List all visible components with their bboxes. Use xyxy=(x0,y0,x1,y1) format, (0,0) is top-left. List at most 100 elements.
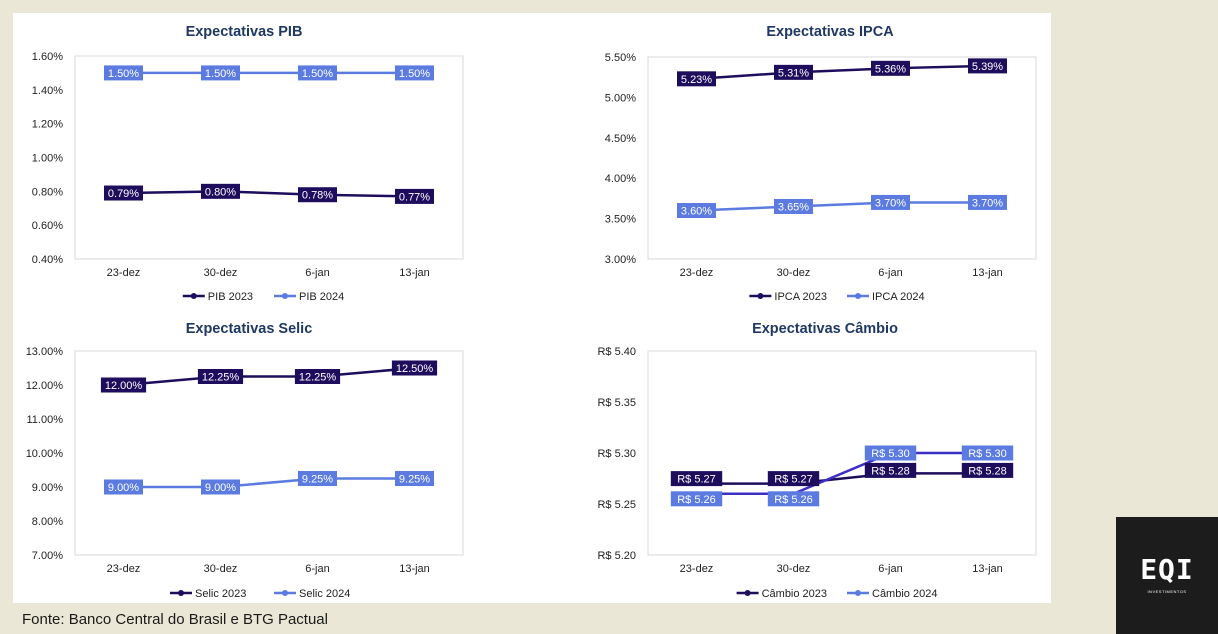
charts-panel: Expectativas PIB 0.40% 0.60% 0.80% 1.00% 1.20… xyxy=(13,13,1051,603)
legend-marker xyxy=(855,293,861,299)
series-line-0 xyxy=(696,64,988,81)
data-label: 5.36% xyxy=(875,63,906,75)
legend-marker xyxy=(282,590,288,596)
y-tick-label: 5.00% xyxy=(605,92,636,104)
plot-area xyxy=(74,55,464,260)
data-label: 3.70% xyxy=(875,197,906,209)
eqi-logo: EQI INVESTIMENTOS xyxy=(1116,517,1218,634)
x-tick-label: 30-dez xyxy=(777,267,811,279)
plot-area xyxy=(647,56,1037,260)
data-label: 5.31% xyxy=(778,67,809,79)
data-label: 12.50% xyxy=(396,363,434,375)
data-label: 1.50% xyxy=(302,68,333,80)
data-label: R$ 5.28 xyxy=(871,465,910,477)
y-tick-label: R$ 5.40 xyxy=(597,346,636,358)
chart-title: Expectativas Câmbio xyxy=(752,321,898,337)
data-label-box xyxy=(298,471,337,486)
data-label-box xyxy=(767,471,820,487)
data-label-box xyxy=(298,65,337,81)
y-tick-label: 9.00% xyxy=(32,482,63,494)
y-tick-label: 1.40% xyxy=(32,85,63,97)
y-tick-label: 4.50% xyxy=(605,133,636,145)
data-label-box xyxy=(961,445,1014,461)
data-label: 1.50% xyxy=(108,68,139,80)
x-tick-label: 13-jan xyxy=(399,267,430,279)
y-tick-label: 10.00% xyxy=(26,448,64,460)
source-note: Fonte: Banco Central do Brasil e BTG Pac… xyxy=(22,611,328,628)
data-label: R$ 5.30 xyxy=(968,448,1007,460)
data-label: 3.60% xyxy=(681,206,712,218)
legend-marker xyxy=(855,590,861,596)
x-tick-label: 13-jan xyxy=(972,563,1003,575)
data-label-box xyxy=(961,462,1014,478)
data-label: 1.50% xyxy=(205,68,236,80)
data-label-box xyxy=(395,188,434,204)
data-label-box xyxy=(871,60,910,76)
x-tick-label: 13-jan xyxy=(399,563,430,575)
data-label-box xyxy=(864,445,917,461)
data-label-box xyxy=(677,71,716,87)
x-tick-label: 6-jan xyxy=(305,267,329,279)
data-label-box xyxy=(774,64,813,80)
data-label: 9.00% xyxy=(108,482,139,494)
legend-label: Câmbio 2024 xyxy=(872,588,937,600)
data-label-box xyxy=(201,479,240,495)
plot-area xyxy=(74,350,464,556)
data-label-box xyxy=(871,194,910,210)
y-tick-label: 3.00% xyxy=(605,254,636,266)
data-label: 12.25% xyxy=(299,372,337,384)
x-tick-label: 6-jan xyxy=(305,563,329,575)
data-label: R$ 5.27 xyxy=(774,474,813,486)
data-label: R$ 5.26 xyxy=(677,494,716,506)
y-tick-label: 0.60% xyxy=(32,220,63,232)
data-label-box xyxy=(395,471,434,486)
y-tick-label: 0.40% xyxy=(32,254,63,266)
legend-marker xyxy=(178,590,184,596)
data-label-box xyxy=(391,360,438,376)
y-tick-label: R$ 5.30 xyxy=(597,448,636,460)
y-tick-label: 5.50% xyxy=(605,52,636,64)
data-label: R$ 5.28 xyxy=(968,465,1007,477)
data-label: 12.25% xyxy=(202,372,240,384)
y-tick-label: 0.80% xyxy=(32,186,63,198)
legend-label: Câmbio 2023 xyxy=(762,588,827,600)
x-tick-label: 30-dez xyxy=(204,267,238,279)
y-tick-label: 1.20% xyxy=(32,119,63,131)
data-label-box xyxy=(767,491,820,507)
series-line-0 xyxy=(123,190,415,198)
x-tick-label: 30-dez xyxy=(204,563,238,575)
y-tick-label: R$ 5.25 xyxy=(597,499,636,511)
data-label: 5.39% xyxy=(972,61,1003,73)
data-label-box xyxy=(100,377,147,393)
x-tick-label: 13-jan xyxy=(972,267,1003,279)
data-label-box xyxy=(968,58,1007,74)
y-tick-label: 11.00% xyxy=(27,414,64,426)
data-label: 9.25% xyxy=(399,474,430,486)
data-label-box xyxy=(968,194,1007,210)
data-label-box xyxy=(201,65,240,81)
data-label-box xyxy=(864,462,917,478)
chart-title: Expectativas PIB xyxy=(186,24,303,40)
data-label-box xyxy=(395,65,434,81)
chart-title: Expectativas IPCA xyxy=(766,24,894,40)
data-label: R$ 5.26 xyxy=(774,494,813,506)
x-tick-label: 6-jan xyxy=(878,563,902,575)
y-tick-label: 3.50% xyxy=(605,214,636,226)
data-label: 3.70% xyxy=(972,197,1003,209)
y-tick-label: 7.00% xyxy=(32,550,63,562)
legend-marker xyxy=(744,590,751,596)
x-tick-label: 30-dez xyxy=(777,563,811,575)
series-line-1 xyxy=(123,477,415,489)
data-label: R$ 5.30 xyxy=(871,448,910,460)
x-tick-label: 6-jan xyxy=(878,267,902,279)
y-tick-label: 1.60% xyxy=(32,51,63,63)
plot-area xyxy=(647,350,1037,556)
data-label: 0.78% xyxy=(302,190,333,202)
x-tick-label: 23-dez xyxy=(680,563,714,575)
x-tick-label: 23-dez xyxy=(107,267,141,279)
y-tick-label: 4.00% xyxy=(605,173,636,185)
legend-marker xyxy=(190,293,197,299)
logo-main-text: EQI xyxy=(1140,553,1194,586)
y-tick-label: 1.00% xyxy=(32,153,63,165)
data-label: 0.80% xyxy=(205,186,236,198)
